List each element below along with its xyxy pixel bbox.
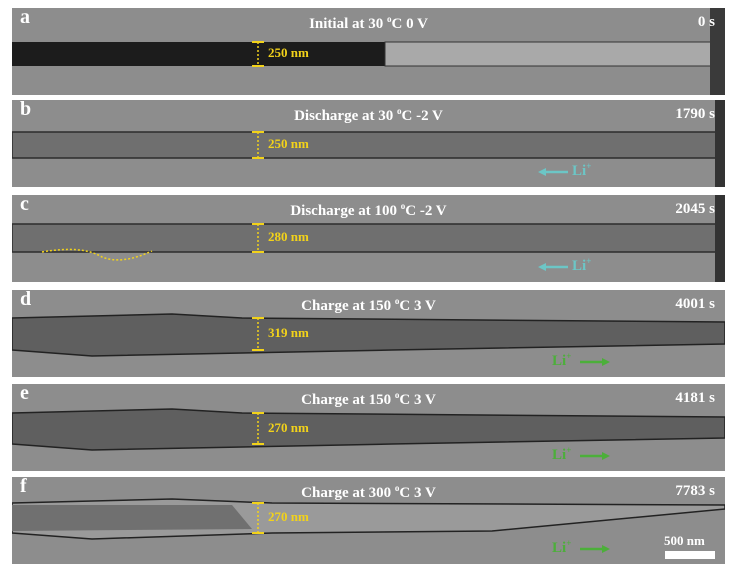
nanowire [12,223,718,253]
panel-letter: f [20,477,27,497]
condition-text: Charge at 150 [301,298,395,314]
li-charge: + [566,445,572,455]
thickness-label: 280 nm [268,229,309,244]
li-ion-label: Li+ [552,445,571,464]
condition-text: Charge at 150 [301,392,395,408]
li-arrow-right [580,545,610,553]
li-ion-label: Li+ [572,256,591,275]
panel-d: d Charge at 150 oC 3 V 4001 s 319 nm Li+ [12,290,725,377]
thickness-marker [252,41,264,67]
dotted-outline [41,248,153,261]
tem-image [12,100,725,187]
panel-e: e Charge at 150 oC 3 V 4181 s 270 nm Li+ [12,384,725,471]
elapsed-time: 0 s [697,14,715,30]
panel-letter: a [20,8,30,28]
condition-text: Initial at 30 [309,16,388,32]
li-text: Li [572,258,587,274]
condition-text: Discharge at 30 [294,108,397,124]
panel-condition: Initial at 30 oC 0 V [12,14,725,33]
thickness-label: 270 nm [268,509,309,524]
li-charge: + [566,351,572,361]
li-charge: + [566,538,572,548]
thickness-marker [252,317,264,351]
condition-rest: C 3 V [399,392,436,408]
panel-c: c Discharge at 100 oC -2 V 2045 s 280 nm Li+ [12,195,725,282]
li-arrow-right [580,358,610,366]
condition-rest: C -2 V [401,108,443,124]
li-ion-label: Li+ [572,161,591,180]
li-text: Li [572,163,587,179]
degree-sign: o [394,390,400,400]
panel-letter: e [20,384,29,404]
scale-bar-label: 500 nm [664,533,705,548]
electrode [715,100,725,187]
scale-bar [665,551,715,559]
panel-condition: Charge at 300 oC 3 V [12,483,725,502]
condition-text: Charge at 300 [301,485,395,501]
elapsed-time: 4001 s [675,296,715,312]
li-ion-label: Li+ [552,351,571,370]
electrode [710,8,725,95]
li-arrow-right [580,452,610,460]
li-charge: + [586,256,592,266]
degree-sign: o [394,296,400,306]
nanowire-light-segment [384,41,716,67]
thickness-label: 319 nm [268,325,309,340]
degree-sign: o [387,14,392,24]
degree-sign: o [397,106,402,116]
panel-letter: b [20,100,32,120]
elapsed-time: 2045 s [675,201,715,217]
condition-text: Discharge at 100 [290,203,401,219]
panel-condition: Charge at 150 oC 3 V [12,296,725,315]
panel-condition: Discharge at 30 oC -2 V [12,106,725,125]
electrode [715,195,725,282]
li-text: Li [552,353,567,369]
li-text: Li [552,540,567,556]
panel-letter: c [20,195,29,215]
condition-rest: C 3 V [399,298,436,314]
tem-image [12,498,725,553]
nanowire [12,313,725,357]
thickness-label: 250 nm [268,136,309,151]
nanowire-dark-segment [12,42,385,66]
panel-condition: Charge at 150 oC 3 V [12,390,725,409]
tem-image [12,313,725,366]
panel-b: b Discharge at 30 oC -2 V 1790 s 250 nm Li+ [12,100,725,187]
nanowire-residue [12,505,252,531]
tem-image [12,408,725,460]
li-text: Li [552,447,567,463]
thickness-label: 270 nm [268,419,309,435]
tem-image [12,195,725,282]
thickness-marker [252,412,264,445]
elapsed-time: 4181 s [675,390,715,406]
panel-letter: d [20,290,32,310]
li-ion-label: Li+ [552,538,571,557]
panel-f: f Charge at 300 oC 3 V 7783 s 270 nm Li+ [12,477,725,564]
elapsed-time: 1790 s [675,106,715,122]
thickness-marker [252,502,264,534]
thickness-marker [252,223,264,253]
degree-sign: o [400,201,406,211]
condition-rest: C -2 V [405,203,447,219]
tem-image [12,8,725,95]
thickness-marker [252,131,264,159]
nanowire [12,131,718,159]
li-arrow-left [538,263,568,271]
condition-rest: C 0 V [391,16,428,32]
elapsed-time: 7783 s [675,483,715,499]
li-charge: + [586,161,592,171]
li-arrow-left [538,168,568,176]
degree-sign: o [394,483,400,493]
panel-condition: Discharge at 100 oC -2 V [12,201,725,220]
thickness-label: 250 nm [268,45,309,60]
condition-rest: C 3 V [399,485,436,501]
nanowire [12,408,725,451]
